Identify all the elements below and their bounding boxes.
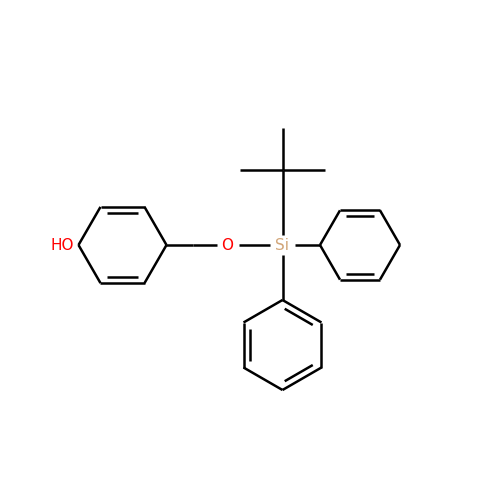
Text: HO: HO [51, 238, 74, 252]
Text: Si: Si [276, 238, 289, 252]
Text: O: O [222, 238, 234, 252]
